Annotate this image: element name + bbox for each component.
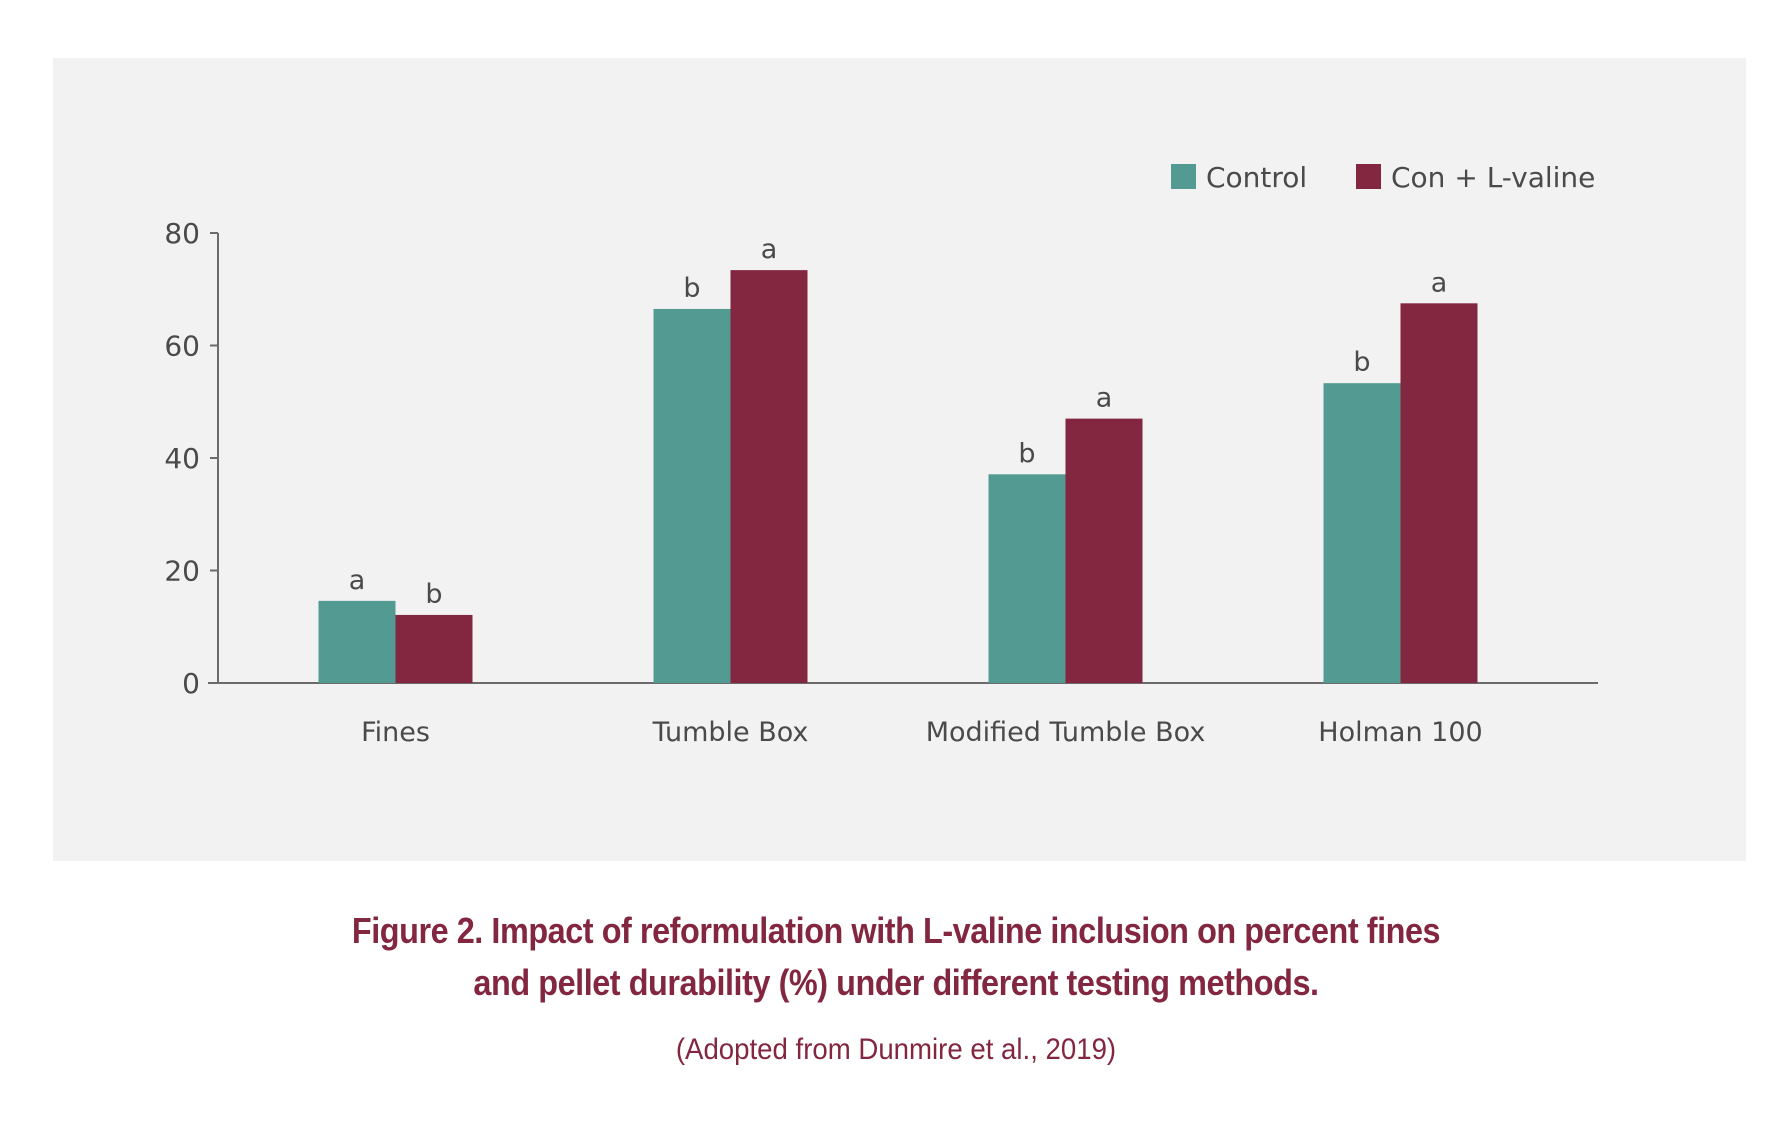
x-tick-label: Modified Tumble Box — [926, 717, 1206, 748]
y-tick-label: 0 — [182, 667, 200, 700]
bar-significance-label: a — [761, 234, 778, 265]
bar-con-l-valine — [1400, 303, 1478, 683]
bar-con-l-valine — [395, 614, 473, 683]
chart-panel: 0 20 40 60 80 a b Fines b a Tumble Box b a Modified T… — [53, 58, 1746, 861]
y-tick-label: 40 — [164, 442, 200, 475]
bar-control — [318, 600, 396, 683]
bar-significance-label: a — [1431, 267, 1448, 298]
bar-control — [988, 474, 1066, 683]
bar-significance-label: b — [1353, 347, 1370, 378]
bar-con-l-valine — [1065, 418, 1143, 683]
y-tick-label: 60 — [164, 330, 200, 363]
legend-swatch — [1356, 164, 1381, 189]
caption-line-1: Figure 2. Impact of reformulation with L… — [351, 910, 1441, 951]
caption-line-2: and pellet durability (%) under differen… — [473, 962, 1319, 1003]
bar-control — [653, 308, 731, 683]
bar-significance-label: a — [349, 565, 366, 596]
x-tick-label: Fines — [361, 717, 430, 748]
x-tick-label: Tumble Box — [652, 717, 809, 748]
legend-label: Con + L-valine — [1391, 161, 1595, 194]
bar-con-l-valine — [730, 270, 808, 683]
caption-source: (Adopted from Dunmire et al., 2019) — [675, 1033, 1117, 1066]
bar-significance-label: a — [1096, 383, 1113, 414]
figure-caption: Figure 2. Impact of reformulation with L… — [90, 905, 1703, 1009]
y-tick-label: 80 — [164, 217, 200, 250]
legend-label: Control — [1206, 161, 1307, 194]
legend-swatch — [1171, 164, 1196, 189]
bar-significance-label: b — [1018, 438, 1035, 469]
bar-significance-label: b — [683, 273, 700, 304]
x-tick-label: Holman 100 — [1318, 717, 1482, 748]
bar-control — [1323, 383, 1401, 683]
bar-significance-label: b — [425, 579, 442, 610]
bar-chart: 0 20 40 60 80 a b Fines b a Tumble Box b a Modified T… — [164, 161, 1598, 748]
y-tick-label: 20 — [164, 555, 200, 588]
